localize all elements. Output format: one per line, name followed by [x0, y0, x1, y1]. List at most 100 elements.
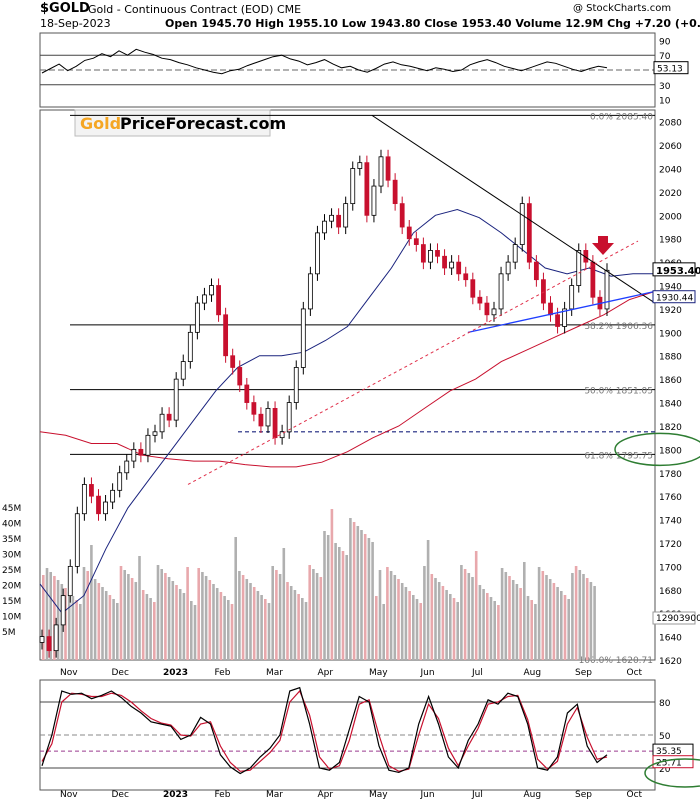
volume-bar [426, 540, 430, 660]
volume-bar [286, 582, 289, 660]
volume-bar [360, 530, 363, 660]
volume-bar [127, 574, 130, 660]
sma-value-box [652, 290, 696, 304]
candle-body [413, 238, 419, 245]
candle-body [152, 431, 158, 436]
last-price-label: 1953.40 [656, 266, 700, 277]
volume-bar [123, 570, 126, 660]
volume-bar [212, 584, 215, 660]
rsi-line [41, 48, 608, 75]
price-tick-label: 2000 [659, 212, 682, 222]
x-axis-label: Jul [471, 668, 483, 678]
volume-bar [400, 583, 404, 660]
volume-bar [82, 567, 86, 660]
price-tick-label: 1720 [659, 540, 682, 550]
volume-bar [275, 570, 278, 660]
candle-body [166, 413, 172, 421]
fib-level-label: 100.0% 1620.71 [579, 656, 653, 666]
volume-bar [593, 586, 596, 660]
volume-bar [578, 570, 582, 660]
credit-label: @ StockCharts.com [573, 3, 672, 14]
volume-bar [349, 518, 352, 660]
volume-bar [445, 590, 448, 660]
volume-bar [508, 576, 511, 660]
candle-body [89, 484, 94, 497]
volume-bar [493, 601, 496, 660]
candle-body [435, 250, 440, 257]
candle-body [371, 185, 377, 216]
volume-bar [56, 580, 60, 660]
candle-body [96, 495, 101, 515]
volume-bar [112, 599, 115, 660]
volume-bar [423, 566, 426, 660]
volume-bar [537, 567, 541, 660]
price-tick-label: 1920 [659, 306, 682, 316]
volume-bar [156, 565, 160, 660]
volume-bar [548, 579, 552, 660]
candle-body [202, 294, 207, 304]
candle-body [209, 285, 214, 296]
candle-body [463, 273, 469, 281]
stochastic-tick-label: 20 [659, 765, 671, 775]
candle-body [406, 226, 412, 240]
volume-bar [293, 590, 297, 660]
price-tick-label: 1940 [659, 283, 682, 293]
x-axis-label-bottom: Feb [215, 790, 231, 800]
volume-bar [271, 566, 274, 660]
volume-bar [430, 574, 434, 660]
volume-bar [467, 573, 471, 660]
volume-bar [478, 585, 482, 660]
volume-bar [460, 565, 463, 660]
price-tick-label: 2040 [659, 166, 682, 176]
x-axis-label-bottom: Oct [627, 790, 643, 800]
candle-body [145, 434, 151, 456]
volume-bar [541, 571, 545, 660]
rsi-value-label: 53.13 [657, 65, 683, 75]
volume-bar [49, 572, 52, 660]
volume-bar [86, 571, 89, 660]
volume-bar [219, 592, 223, 660]
volume-bar [371, 542, 374, 660]
volume-bar [260, 595, 263, 660]
volume-bar [164, 573, 167, 660]
volume-bar [334, 543, 337, 660]
rsi-value-box [653, 61, 689, 75]
volume-bar [415, 599, 419, 660]
candle-body [272, 408, 278, 439]
candle-body [46, 636, 52, 652]
volume-bar [308, 565, 311, 660]
volume-tick-label: 25M [2, 566, 21, 576]
volume-bar [278, 574, 282, 660]
volume-bar [186, 567, 189, 660]
candle-body [498, 273, 504, 310]
x-axis-label: Oct [627, 668, 643, 678]
x-axis-label-bottom: Nov [60, 790, 78, 800]
volume-bar [393, 575, 397, 660]
candle-body [442, 255, 447, 269]
volume-bar [471, 577, 474, 660]
candle-body [456, 261, 462, 275]
last-price-box [652, 262, 696, 277]
candle-body [428, 250, 433, 263]
volume-bar [171, 581, 175, 660]
candle-body [244, 384, 250, 403]
x-axis-label: Dec [112, 668, 129, 678]
candle-body [322, 220, 327, 234]
x-axis-label: Jun [420, 668, 435, 678]
volume-bar [90, 545, 93, 660]
candle-body [484, 302, 490, 316]
price-tick-label: 1820 [659, 423, 682, 433]
x-axis-label: 2023 [163, 668, 188, 678]
volume-bar [378, 570, 382, 660]
candle-body [74, 513, 80, 567]
candle-body [251, 402, 257, 415]
price-tick-label: 1680 [659, 587, 682, 597]
volume-bar [108, 595, 112, 660]
stochastic-k-line [41, 686, 608, 775]
volume-bar [504, 572, 508, 660]
x-axis-label-bottom: 2023 [163, 790, 188, 800]
fib-level-label: 0.0% 2085.40 [590, 112, 653, 122]
candle-body [230, 355, 236, 368]
price-tick-label: 2080 [659, 119, 682, 129]
volume-bar [75, 600, 78, 660]
